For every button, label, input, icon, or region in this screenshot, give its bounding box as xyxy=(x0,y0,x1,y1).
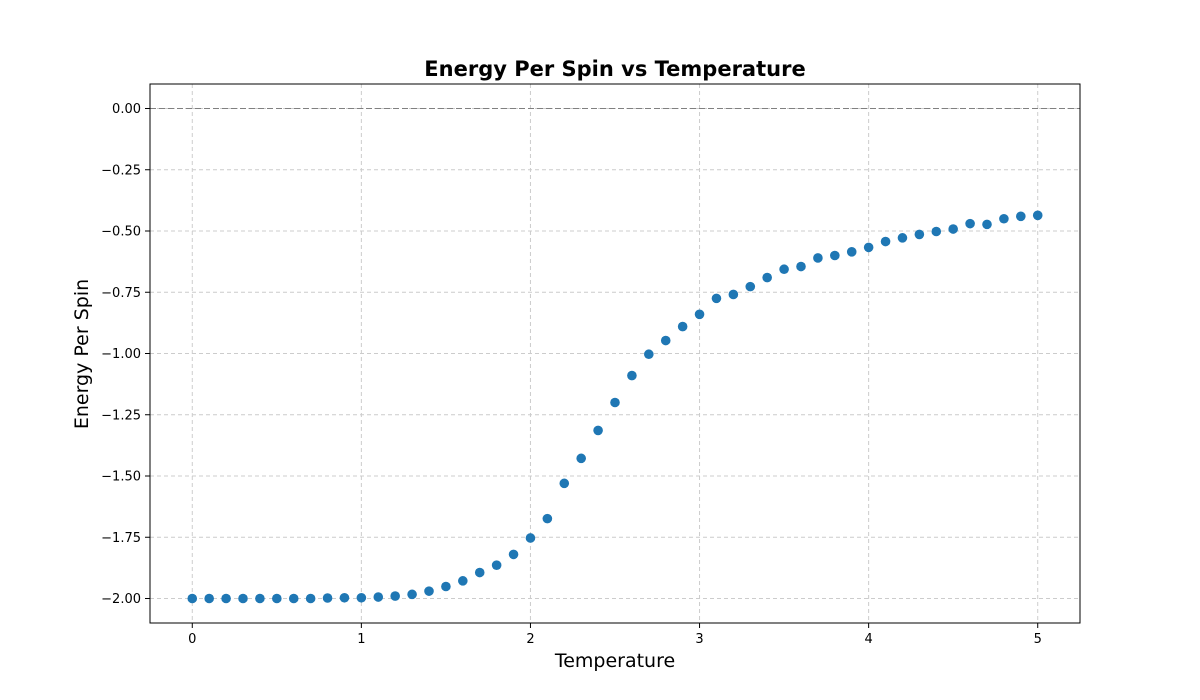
y-tick-label: −0.75 xyxy=(101,286,141,301)
data-point xyxy=(796,261,806,272)
data-point xyxy=(255,593,265,604)
data-point xyxy=(1016,211,1026,222)
x-tick-label: 2 xyxy=(526,632,534,647)
data-point xyxy=(982,219,992,230)
x-tick-label: 0 xyxy=(188,632,196,647)
data-point xyxy=(576,453,586,464)
chart-title: Energy Per Spin vs Temperature xyxy=(424,57,805,81)
y-tick-label: −0.50 xyxy=(101,225,141,240)
data-point xyxy=(238,593,248,604)
data-point xyxy=(272,593,282,604)
data-point xyxy=(711,293,722,304)
data-point xyxy=(204,593,214,604)
y-tick-label: −0.25 xyxy=(101,163,141,178)
data-point xyxy=(813,253,823,263)
data-point xyxy=(779,264,789,275)
data-point xyxy=(1032,210,1043,221)
data-point xyxy=(525,533,536,543)
data-point xyxy=(559,478,570,489)
data-point xyxy=(830,250,840,261)
data-point xyxy=(305,593,316,604)
data-point xyxy=(660,335,671,346)
data-point xyxy=(863,242,874,253)
y-axis-label: Energy Per Spin xyxy=(71,279,93,429)
data-point xyxy=(221,593,231,604)
data-point xyxy=(846,247,857,257)
data-point xyxy=(373,592,384,602)
x-axis-label: Temperature xyxy=(554,650,675,672)
data-point xyxy=(491,560,502,570)
data-point xyxy=(356,592,367,603)
data-point xyxy=(288,593,299,604)
data-point xyxy=(441,581,451,592)
data-point xyxy=(187,593,198,604)
data-point xyxy=(999,213,1009,224)
data-point xyxy=(880,236,891,247)
y-tick-label: −1.75 xyxy=(101,531,141,546)
data-point xyxy=(542,513,553,524)
data-point xyxy=(644,349,654,360)
y-tick-label: −2.00 xyxy=(101,592,141,607)
data-point xyxy=(914,229,925,240)
data-point xyxy=(508,549,519,560)
data-point xyxy=(474,567,485,578)
x-axis-ticks: 0 1 2 3 4 5 xyxy=(188,623,1042,647)
data-point xyxy=(897,233,908,243)
data-point xyxy=(458,576,468,586)
x-tick-label: 4 xyxy=(864,632,872,647)
data-point xyxy=(627,370,637,381)
data-point xyxy=(762,272,772,283)
data-point xyxy=(610,397,620,408)
data-point xyxy=(424,586,434,596)
data-points xyxy=(187,210,1043,604)
data-point xyxy=(339,592,350,603)
data-point xyxy=(390,591,400,601)
y-tick-label: −1.25 xyxy=(101,408,141,423)
y-axis-ticks: 0.00 −0.25 −0.50 −0.75 −1.00 −1.25 −1.50 −1.75 −… xyxy=(101,102,150,607)
x-tick-label: 5 xyxy=(1034,632,1042,647)
data-point xyxy=(931,226,942,237)
y-tick-label: −1.00 xyxy=(101,347,141,362)
data-point xyxy=(677,321,688,332)
data-point xyxy=(593,425,603,436)
data-point xyxy=(745,281,756,292)
data-point xyxy=(965,218,975,229)
y-tick-label: −1.50 xyxy=(101,470,141,485)
y-tick-label: 0.00 xyxy=(112,102,141,117)
data-point xyxy=(948,224,958,234)
data-point xyxy=(322,593,333,603)
x-tick-label: 1 xyxy=(357,632,365,647)
data-point xyxy=(694,309,705,320)
data-point xyxy=(728,289,739,300)
data-point xyxy=(407,589,417,600)
x-tick-label: 3 xyxy=(695,632,703,647)
